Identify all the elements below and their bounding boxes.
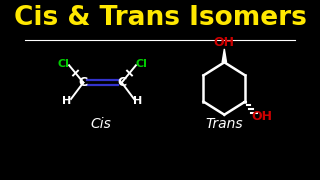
Text: Cl: Cl — [57, 59, 69, 69]
Text: Cis & Trans Isomers: Cis & Trans Isomers — [13, 5, 307, 31]
Text: OH: OH — [214, 37, 235, 50]
Text: H: H — [133, 96, 143, 106]
Text: Trans: Trans — [205, 117, 243, 131]
Text: C: C — [79, 76, 88, 89]
Polygon shape — [222, 49, 227, 62]
Text: H: H — [62, 96, 72, 106]
Text: Cis: Cis — [91, 117, 112, 131]
Text: OH: OH — [252, 110, 273, 123]
Text: C: C — [117, 76, 126, 89]
Text: Cl: Cl — [136, 59, 148, 69]
